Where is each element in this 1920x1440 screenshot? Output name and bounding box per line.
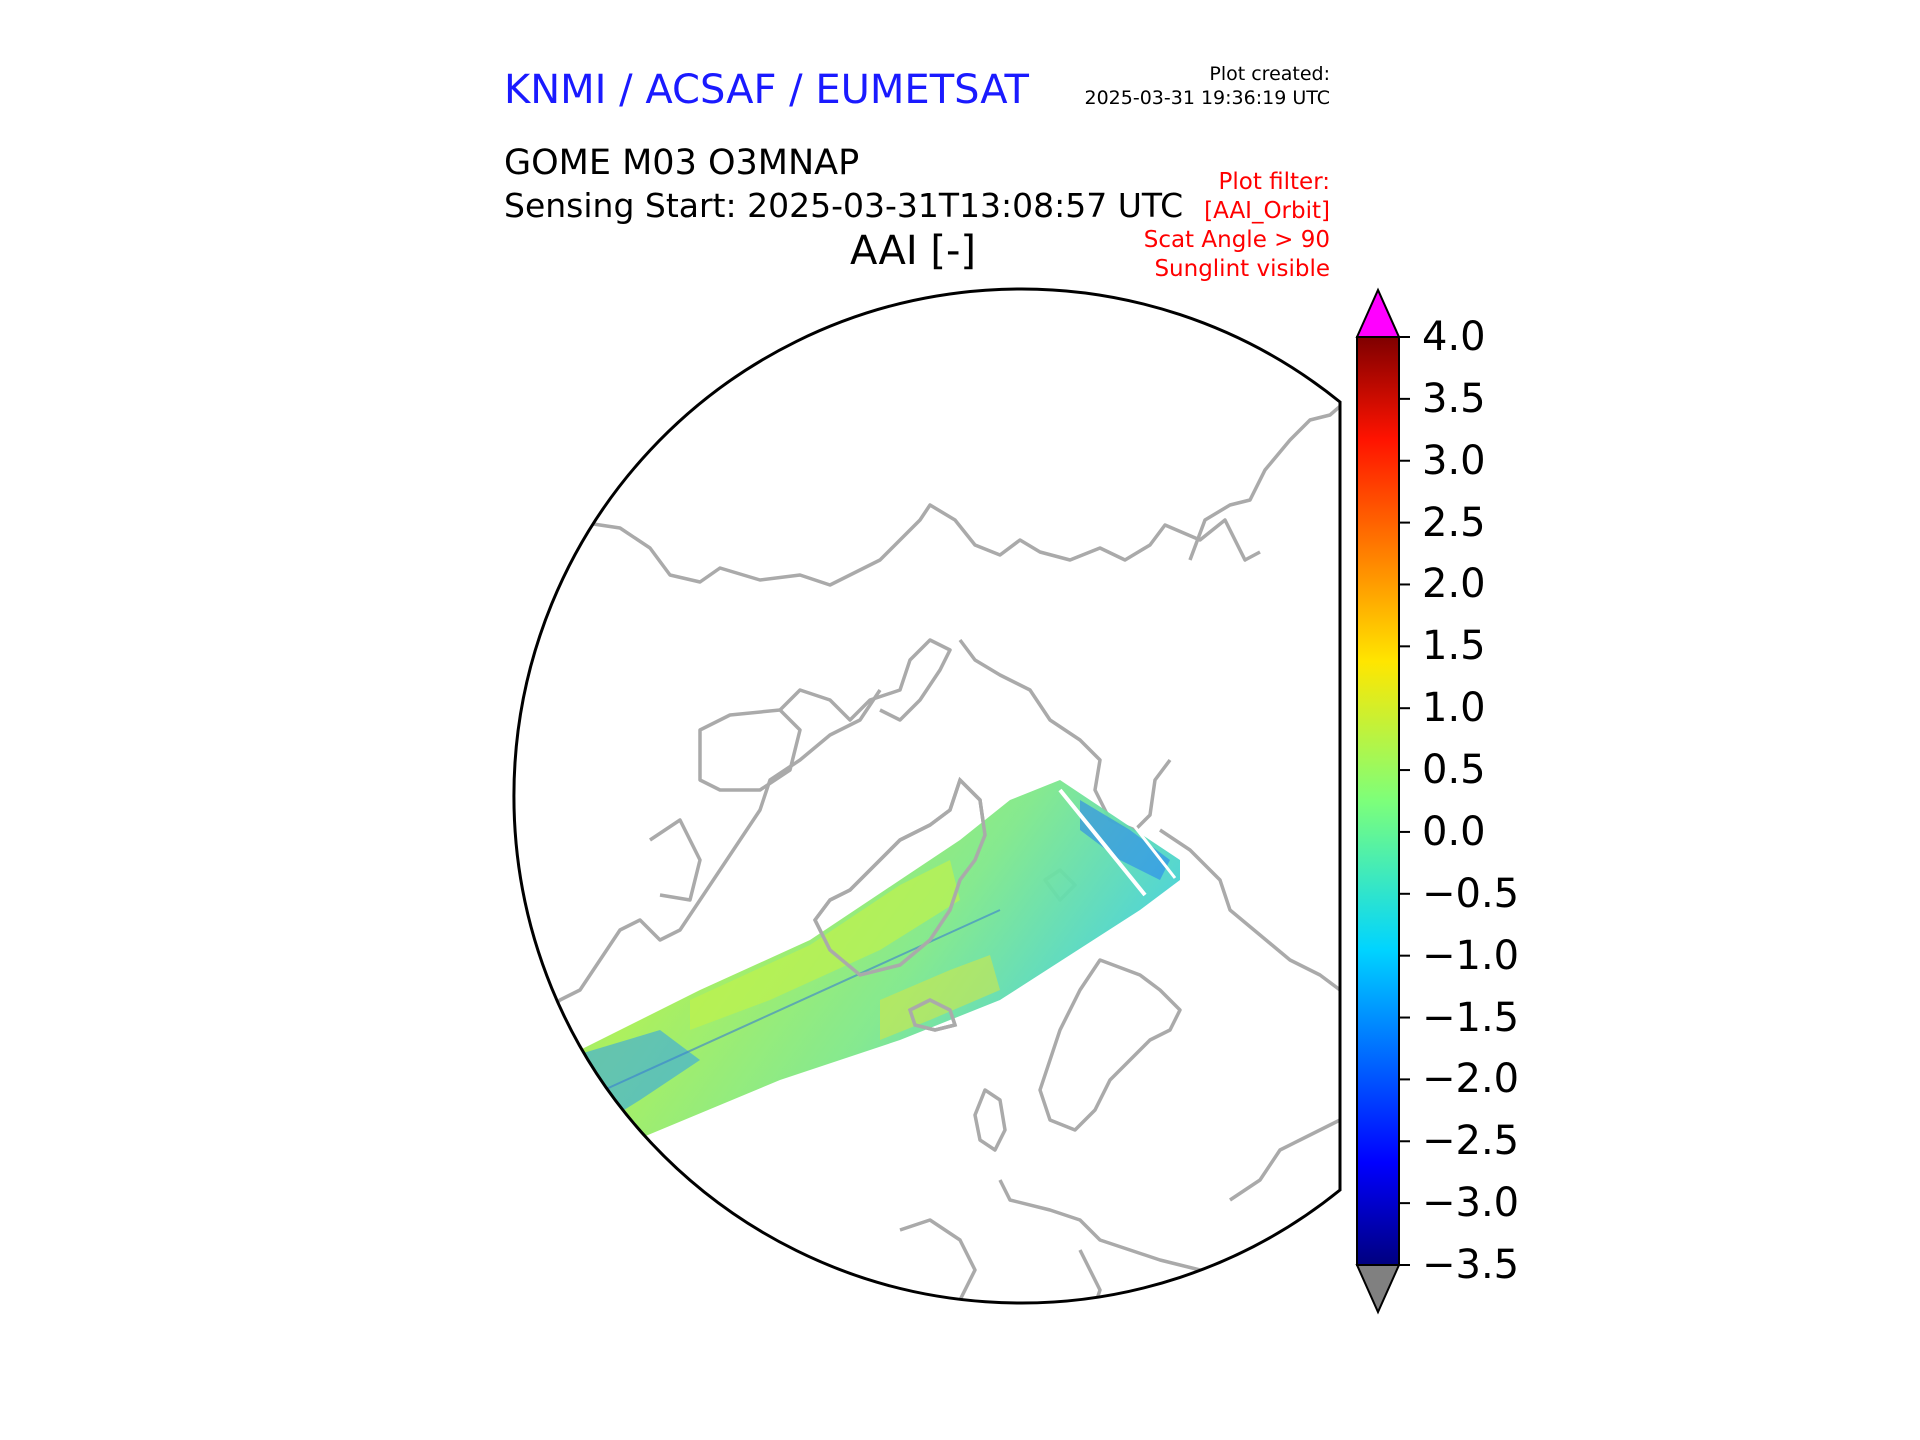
swath-yellow-patch	[690, 860, 960, 1030]
plot-created-timestamp: 2025-03-31 19:36:19 UTC	[1084, 87, 1331, 109]
coastline-siberia	[579, 503, 1261, 587]
filter-scat-angle: Scat Angle > 90	[1143, 227, 1330, 253]
coastline-hudson-bay	[649, 818, 702, 902]
colorbar-tick-label: −2.5	[1422, 1118, 1520, 1165]
coastline-alaska	[958, 638, 1172, 832]
swath-gap-line-2	[1108, 794, 1177, 879]
coastline-baffin	[698, 708, 802, 792]
colorbar-tick-label: 2.5	[1422, 499, 1486, 546]
colorbar-tick-label: −0.5	[1422, 870, 1520, 917]
colorbar-tick-label: 4.0	[1422, 314, 1486, 360]
swath-yellow-patch-2	[880, 955, 1000, 1040]
colorbar-tick-marks	[1399, 336, 1410, 1266]
colorbar-tick-label: −2.0	[1422, 1056, 1520, 1103]
coastline-europe-east	[1229, 1118, 1340, 1202]
plot-filter-block: Plot filter: [AAI_Orbit] Scat Angle > 90…	[1144, 168, 1330, 284]
coastlines-overlay	[812, 776, 987, 1032]
sensing-start: Sensing Start: 2025-03-31T13:08:57 UTC	[504, 186, 1184, 225]
colorbar-over-extension	[1355, 287, 1401, 338]
coastline-chukotka	[1188, 400, 1340, 561]
colorbar-tick-label: 0.0	[1422, 808, 1486, 855]
colorbar-tick-label: −1.0	[1422, 932, 1520, 979]
filter-label: Plot filter:	[1218, 169, 1330, 195]
coastline-canada	[513, 689, 882, 1022]
colorbar-tick-label: −3.5	[1422, 1242, 1520, 1288]
colorbar-tick-label: −1.5	[1422, 994, 1520, 1041]
product-title: GOME M03 O3MNAP	[504, 143, 860, 183]
coastline-uk	[973, 1088, 1007, 1152]
org-title: KNMI / ACSAF / EUMETSAT	[504, 67, 1029, 113]
plot-created-label: Plot created:	[1209, 63, 1330, 85]
coastlines	[513, 400, 1340, 1303]
colorbar-tick-label: 3.0	[1422, 437, 1486, 484]
colorbar-under-extension	[1355, 1264, 1401, 1315]
map-boundary	[512, 287, 1342, 1305]
filter-sunglint: Sunglint visible	[1154, 256, 1330, 282]
colorbar-tick-label: 2.0	[1422, 561, 1486, 608]
colorbar	[1355, 287, 1410, 1315]
filter-orbit: [AAI_Orbit]	[1204, 198, 1330, 224]
plot-title: AAI [-]	[850, 228, 976, 274]
coastline-scandinavia	[1038, 958, 1182, 1132]
colorbar-tick-label: 1.5	[1422, 623, 1486, 670]
swath-blue-patch-2	[1080, 800, 1170, 880]
colorbar-tick-label: 3.5	[1422, 375, 1486, 422]
colorbar-tick-label: −3.0	[1422, 1180, 1520, 1227]
coastline-central-asia	[1159, 828, 1340, 992]
colorbar-tick-label: 1.0	[1422, 685, 1486, 732]
coastline-canadian-islands	[778, 638, 952, 722]
swath-gap-line	[1058, 788, 1147, 897]
colorbar-tick-label: 0.5	[1422, 747, 1486, 794]
